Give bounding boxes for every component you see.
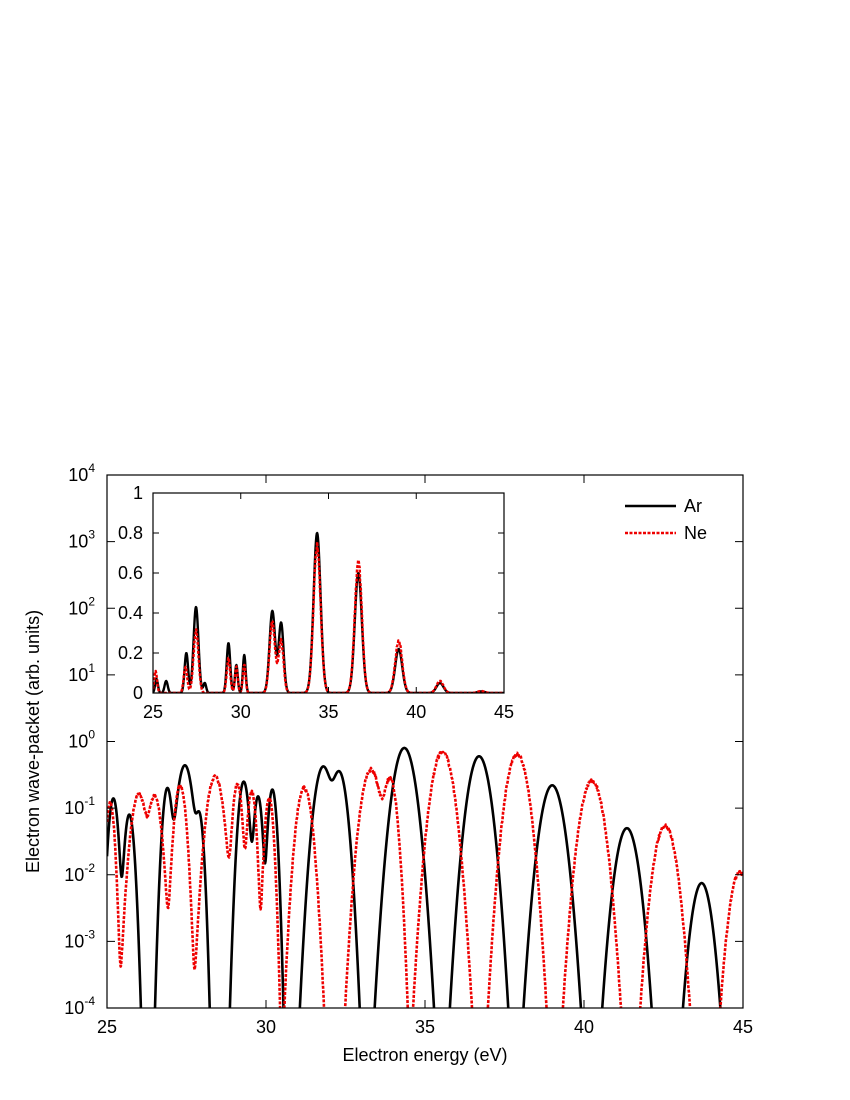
inset-y-tick-label: 0.6 [118,563,143,583]
inset-x-tick-label: 45 [494,702,514,722]
inset-x-tick-label: 40 [406,702,426,722]
y-tick-label: 103 [68,528,95,552]
inset-x-tick-label: 25 [143,702,163,722]
inset-y-tick-label: 0.2 [118,643,143,663]
y-tick-base: 10 [64,798,84,818]
y-tick-base: 10 [68,465,88,485]
legend: Ar Ne [625,496,707,543]
y-tick-exponent: 4 [88,461,95,475]
y-tick-exponent: -3 [84,927,95,941]
y-tick-exponent: -2 [84,861,95,875]
y-tick-base: 10 [64,931,84,951]
inset-x-tick-label: 35 [318,702,338,722]
y-tick-label: 10-3 [64,927,95,951]
y-tick-exponent: 2 [88,594,95,608]
inset-series-line-ne [153,540,504,693]
y-tick-base: 10 [68,665,88,685]
inset-y-tick-label: 0.8 [118,523,143,543]
series-line-ar [107,746,722,1008]
y-tick-label: 10-1 [64,794,95,818]
y-tick-exponent: 3 [88,528,95,542]
x-tick-label: 25 [97,1017,117,1037]
main-plot: 25 30 35 40 4510-410-310-210-110010110210310… [23,461,753,1065]
x-axis-title: Electron energy (eV) [342,1045,507,1065]
y-tick-exponent: 0 [88,728,95,742]
y-tick-label: 102 [68,594,95,618]
inset-background [153,493,504,693]
y-tick-exponent: 1 [88,661,95,675]
y-tick-base: 10 [64,865,84,885]
x-tick-label: 40 [574,1017,594,1037]
inset-plot: 25 30 35 40 45 0 0.2 0.4 0.6 0.8 1 [118,483,514,722]
legend-label-ar: Ar [684,496,702,516]
x-tick-label: 45 [733,1017,753,1037]
y-axis-title: Electron wave-packet (arb. units) [23,610,43,873]
y-tick-label: 10-2 [64,861,95,885]
inset-x-tick-label: 30 [231,702,251,722]
y-tick-base: 10 [68,532,88,552]
y-tick-base: 10 [64,998,84,1018]
y-tick-label: 101 [68,661,95,685]
y-tick-exponent: -1 [84,794,95,808]
y-tick-base: 10 [68,732,88,752]
y-tick-base: 10 [68,598,88,618]
y-tick-label: 104 [68,461,95,485]
y-tick-label: 100 [68,728,95,752]
legend-label-ne: Ne [684,523,707,543]
x-tick-label: 30 [256,1017,276,1037]
series-line-ne [107,749,743,1008]
inset-y-tick-label: 0.4 [118,603,143,623]
y-tick-exponent: -4 [84,994,95,1008]
inset-y-tick-label: 0 [133,683,143,703]
inset-y-tick-label: 1 [133,483,143,503]
y-tick-label: 10-4 [64,994,95,1018]
x-tick-label: 35 [415,1017,435,1037]
